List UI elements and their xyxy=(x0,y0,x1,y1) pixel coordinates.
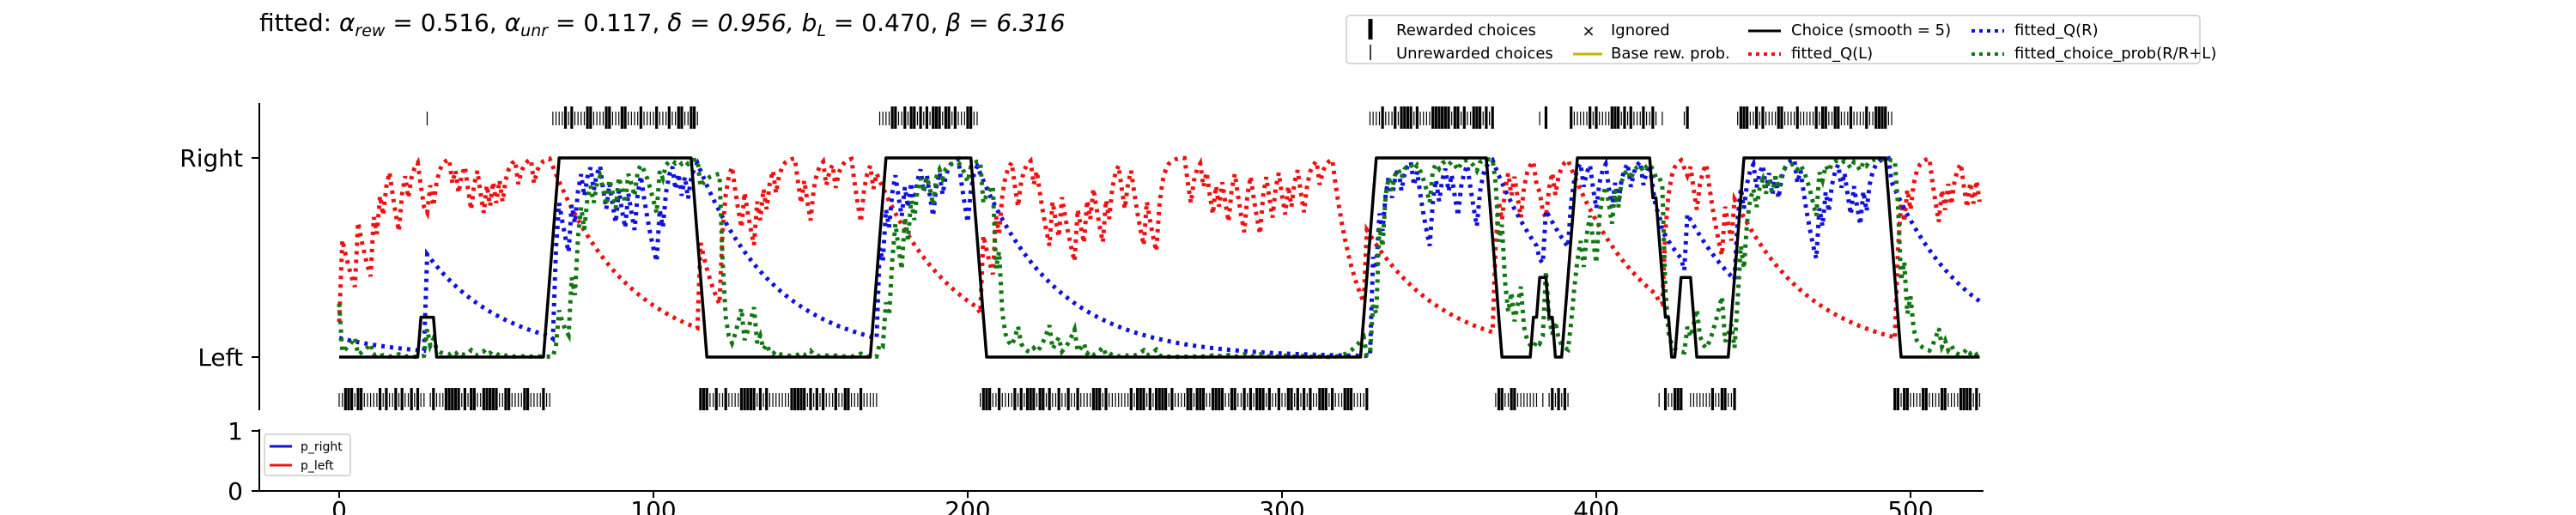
legend-q-right-label: fitted_Q(R) xyxy=(2014,21,2099,39)
legend-choice-prob-label: fitted_choice_prob(R/R+L) xyxy=(2014,45,2216,63)
q-left-series xyxy=(337,155,1982,343)
legend-p-left-label: p_left xyxy=(301,459,334,473)
right-choice-ticks xyxy=(426,106,1893,129)
legend-p-right-label: p_right xyxy=(301,440,343,454)
legend-frame xyxy=(1346,15,2201,64)
legend-base-prob-label: Base rew. prob. xyxy=(1611,45,1730,63)
ytick-label-left: Left xyxy=(197,343,243,372)
left-choice-ticks xyxy=(338,388,1981,410)
xtick-label: 200 xyxy=(945,496,990,515)
q-right-series xyxy=(338,155,1981,359)
xtick-label: 100 xyxy=(630,496,676,515)
ytick-label-one: 1 xyxy=(228,417,243,445)
ytick-label-zero: 0 xyxy=(228,477,243,506)
x-axis-ticks: 0 100 200 300 400 500 xyxy=(331,491,1934,515)
xtick-label: 300 xyxy=(1259,496,1304,515)
choice-smooth-series xyxy=(339,156,1980,359)
legend-ignored-marker: × xyxy=(1582,22,1595,40)
legend-ignored-label: Ignored xyxy=(1611,21,1670,39)
choice-plot: Right Left xyxy=(179,103,1982,410)
xtick-label: 500 xyxy=(1887,496,1933,515)
bottom-legend: p_right p_left xyxy=(264,433,351,476)
figure-title: fitted: αrew = 0.516, αunr = 0.117, δ = … xyxy=(259,9,1066,40)
ytick-label-right: Right xyxy=(179,144,243,173)
choice-prob-series xyxy=(337,156,1981,360)
legend-rewarded-label: Rewarded choices xyxy=(1396,21,1536,39)
main-legend: Rewarded choices Unrewarded choices × Ig… xyxy=(1346,15,2216,64)
xtick-label: 400 xyxy=(1573,496,1619,515)
legend-unrewarded-label: Unrewarded choices xyxy=(1396,45,1553,63)
legend-q-left-label: fitted_Q(L) xyxy=(1791,45,1873,63)
legend-choice-label: Choice (smooth = 5) xyxy=(1791,21,1951,39)
xtick-label: 0 xyxy=(331,496,347,515)
probability-plot: 1 0 0 100 200 300 400 500 p_right p_left xyxy=(228,417,1984,515)
